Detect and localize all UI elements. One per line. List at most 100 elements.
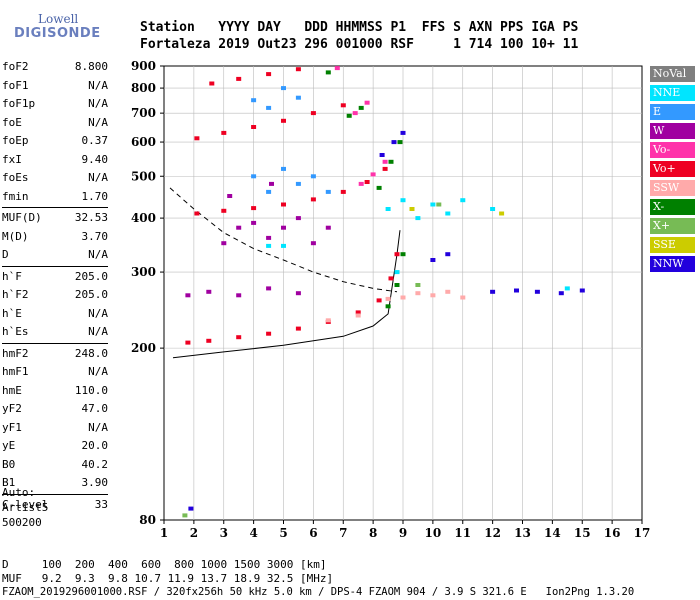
x-tick-label: 5 [279,526,287,540]
param-row: MUF(D) 32.53 [2,209,108,228]
echo-point-nne [281,243,286,248]
param-name: fmin [2,189,29,203]
echo-point-w [295,291,301,296]
y-tick-label: 80 [139,513,156,527]
echo-point-w [295,216,301,221]
param-row: B1 3.90 [2,474,108,493]
param-row: foF1 N/A [2,77,108,96]
echo-point-xminus [385,304,391,309]
param-value: 32.53 [74,211,108,224]
echo-point-voplus [236,335,242,340]
param-name: h`E [2,306,22,320]
param-name: B0 [2,457,16,471]
param-name: foEp [2,134,29,147]
y-tick-label: 300 [131,265,156,279]
param-value: 248.0 [74,346,108,360]
echo-point-w [266,286,272,291]
x-tick-label: 9 [399,526,407,540]
echo-point-xminus [325,70,331,75]
echo-point-w [310,241,316,246]
echo-point-e [295,181,301,186]
echo-point-nnw [379,153,385,157]
param-row: yF2 47.0 [2,400,108,419]
echo-point-w [325,225,331,230]
echo-point-vominus [334,66,340,71]
param-row: foF1p N/A [2,95,108,114]
x-tick-label: 12 [484,526,501,540]
echo-point-w [281,225,286,230]
model-curve [169,187,398,293]
y-tick-label: 600 [131,135,156,149]
param-row: h`Es N/A [2,323,108,342]
echo-point-voplus [388,276,394,281]
param-value: N/A [88,115,108,129]
echo-point-voplus [206,338,212,343]
echo-point-vominus [364,100,370,105]
param-row: h`F2 205.0 [2,286,108,305]
echo-point-w [221,241,227,246]
echo-point-nne [564,286,570,291]
param-value: 33 [94,497,108,511]
echo-point-nnw [490,289,496,294]
echo-point-w [185,293,191,298]
param-value: 3.70 [81,229,109,243]
echo-point-nnw [579,288,585,293]
legend: NoVal NNE E W Vo- Vo+ SSW X- X+ SSE NNW [650,66,695,275]
auto-info: Auto: Artist5 500200 [2,485,48,530]
param-row: foF2 8.800 [2,58,108,77]
param-value: N/A [88,97,108,110]
echo-point-xplus [415,283,421,287]
legend-item-w: W [650,123,695,139]
echo-point-nne [460,198,466,203]
echo-point-w [251,220,257,225]
echo-point-ssw [445,289,451,294]
param-row: M(D) 3.70 [2,228,108,247]
param-separator [2,342,108,344]
echo-point-e [266,105,272,110]
echo-point-nne [445,211,451,216]
param-value: 8.800 [74,60,108,73]
header-values: Fortaleza 2019 Out23 296 001000 RSF 1 71… [140,37,579,52]
echo-point-xminus [400,252,406,257]
x-tick-label: 10 [425,526,442,540]
y-tick-label: 900 [131,59,156,73]
echo-point-vominus [370,172,376,177]
param-name: foF1 [2,78,29,92]
echo-point-xplus [436,202,442,207]
param-name: fxI [2,152,22,166]
x-tick-label: 3 [220,526,228,540]
echo-point-nnw [391,140,397,145]
legend-item-nnw: NNW [650,256,695,272]
echo-point-voplus [364,180,370,184]
echo-point-voplus [394,252,400,257]
echo-point-nne [394,270,400,275]
x-tick-label: 1 [160,526,168,540]
param-name: MUF(D) [2,211,42,224]
param-value: 20.0 [81,439,109,452]
param-value: 40.2 [81,457,109,471]
echo-point-xminus [397,140,403,145]
y-tick-label: 500 [131,169,156,183]
echo-point-voplus [310,111,316,116]
echo-point-w [269,181,274,186]
param-value: 110.0 [74,383,108,397]
echo-point-w [236,293,242,298]
echo-point-vominus [358,181,364,186]
echo-point-nne [385,207,391,211]
legend-item-vominus: Vo- [650,142,695,158]
echo-point-voplus [266,331,272,336]
legend-item-noval: NoVal [650,66,695,82]
x-tick-label: 13 [514,526,531,540]
echo-point-xminus [346,113,352,118]
echo-point-e [266,189,272,194]
param-row: foEs N/A [2,169,108,188]
echo-point-vominus [382,159,388,164]
echo-point-e [251,174,257,179]
profile-curve [172,230,401,359]
param-name: yE [2,439,16,452]
echo-point-e [251,98,257,103]
echo-point-sse [409,207,415,211]
echo-point-voplus [251,125,257,129]
echo-point-sse [499,211,505,216]
echo-point-ssw [460,295,466,300]
